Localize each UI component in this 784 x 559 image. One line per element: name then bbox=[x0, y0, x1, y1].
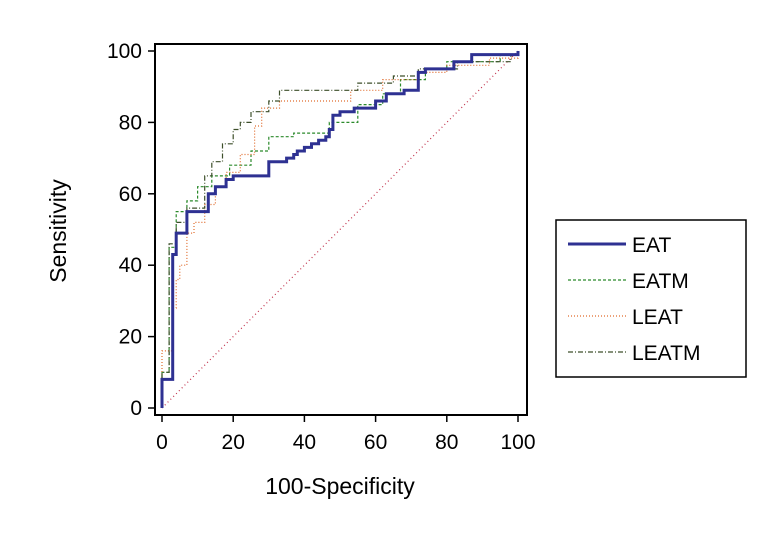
y-tick-label: 60 bbox=[119, 183, 142, 206]
legend-label-eat: EAT bbox=[632, 234, 671, 257]
x-tick-label: 20 bbox=[222, 431, 245, 454]
series-line-eat bbox=[160, 51, 520, 408]
plot-area bbox=[160, 50, 520, 409]
legend-box bbox=[555, 219, 747, 378]
legend-label-leatm: LEATM bbox=[632, 342, 700, 365]
y-tick-label: 20 bbox=[119, 326, 142, 349]
x-tick-label: 0 bbox=[156, 431, 168, 454]
y-tick-label: 80 bbox=[119, 111, 142, 134]
plot-frame bbox=[154, 43, 528, 416]
x-tick-label: 80 bbox=[435, 431, 458, 454]
y-tick-label: 0 bbox=[130, 397, 142, 420]
axes: 0 20 40 60 80 100 0 20 40 60 80 100 bbox=[107, 40, 536, 454]
legend-label-eatm: EATM bbox=[632, 270, 689, 293]
x-tick-label: 100 bbox=[500, 431, 535, 454]
y-tick-label: 100 bbox=[107, 40, 142, 63]
y-axis-label: Sensitivity bbox=[45, 179, 71, 283]
legend-label-leat: LEAT bbox=[632, 306, 683, 329]
y-tick-label: 40 bbox=[119, 254, 142, 277]
x-tick-label: 40 bbox=[293, 431, 316, 454]
x-axis-label: 100-Specificity bbox=[265, 473, 415, 499]
diagonal-reference-line bbox=[161, 50, 519, 409]
legend-items: EAT EATM LEAT LEATM bbox=[568, 234, 700, 365]
x-tick-label: 60 bbox=[364, 431, 387, 454]
legend: EAT EATM LEAT LEATM bbox=[555, 219, 747, 378]
